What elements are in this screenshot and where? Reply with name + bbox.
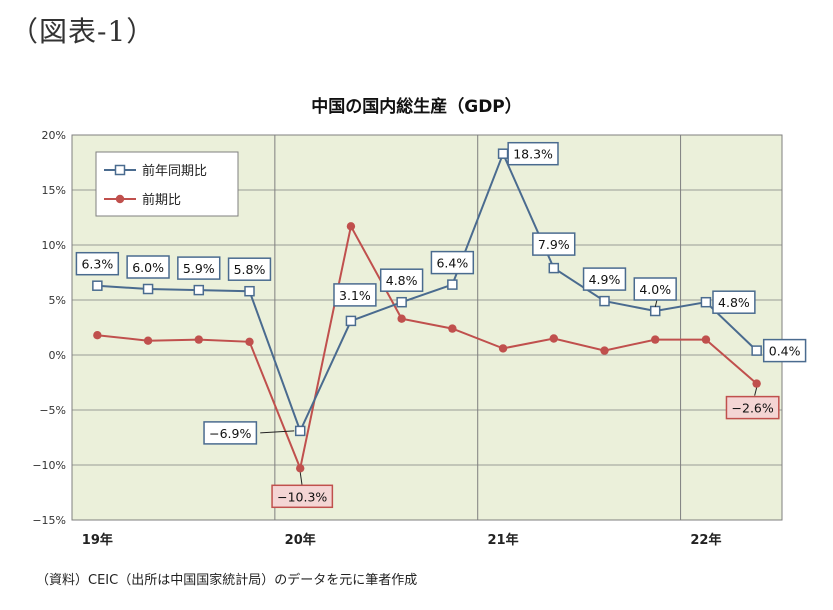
qoq-point	[143, 336, 153, 345]
yoy-point	[294, 425, 306, 437]
yoy-data-label	[126, 255, 170, 279]
qoq-point	[93, 331, 102, 340]
y-tick-label: 0%	[49, 349, 66, 362]
yoy-data-label-text: 4.0%	[639, 282, 671, 297]
qoq-data-label-text: −10.3%	[277, 489, 327, 504]
yoy-data-label	[762, 338, 807, 363]
yoy-data-label-text: 3.1%	[339, 288, 371, 303]
series-line-qoq	[97, 223, 758, 472]
yoy-point	[193, 284, 205, 296]
y-tick-label: −15%	[32, 514, 66, 527]
chart-title: 中国の国内総生産（GDP）	[311, 97, 522, 117]
x-year-label: 22年	[690, 532, 721, 548]
y-tick-label: 20%	[42, 129, 66, 142]
yoy-data-label	[430, 250, 475, 275]
qoq-point	[549, 334, 558, 343]
yoy-data-label	[177, 256, 221, 280]
qoq-point	[701, 335, 711, 344]
series-line-yoy	[97, 151, 758, 434]
yoy-data-label-text: 4.9%	[589, 272, 621, 287]
yoy-point	[649, 305, 661, 317]
x-year-label: 19年	[82, 532, 113, 548]
yoy-data-label-text: 18.3%	[513, 147, 553, 162]
qoq-data-label	[271, 484, 334, 509]
figure-label: （図表-1）	[10, 15, 156, 48]
qoq-point	[194, 335, 203, 344]
yoy-data-label-text: −6.9%	[209, 426, 251, 441]
qoq-point	[498, 344, 508, 353]
qoq-data-label	[725, 395, 780, 420]
source-note: （資料）CEIC（出所は中国国家統計局）のデータを元に筆者作成	[36, 573, 418, 588]
qoq-point	[296, 464, 305, 473]
yoy-data-label-text: 0.4%	[769, 344, 801, 359]
yoy-point	[244, 285, 255, 297]
qoq-data-label-text: −2.6%	[732, 401, 774, 416]
legend-marker-yoy	[114, 164, 126, 176]
y-tick-label: 5%	[49, 294, 66, 307]
yoy-point	[497, 148, 509, 159]
qoq-point	[448, 324, 457, 333]
yoy-point	[142, 283, 154, 295]
qoq-point	[245, 337, 254, 346]
yoy-data-label	[379, 268, 424, 292]
qoq-point	[752, 379, 761, 388]
yoy-data-label	[532, 232, 576, 256]
legend-label-yoy: 前年同期比	[142, 163, 207, 179]
yoy-data-label-text: 6.4%	[436, 256, 468, 271]
qoq-label-leader	[299, 472, 303, 487]
qoq-point	[651, 335, 660, 344]
yoy-data-label	[633, 277, 677, 301]
yoy-data-label	[582, 267, 627, 291]
x-year-label: 20年	[285, 532, 316, 548]
y-tick-label: 15%	[42, 184, 66, 197]
yoy-point	[700, 296, 712, 308]
yoy-point	[548, 262, 560, 274]
yoy-point	[396, 296, 407, 308]
qoq-point	[346, 222, 356, 231]
qoq-point	[600, 346, 609, 355]
legend-box	[95, 151, 239, 217]
y-tick-label: 10%	[42, 239, 66, 252]
yoy-data-label-text: 4.8%	[718, 295, 750, 310]
yoy-data-label	[227, 257, 272, 281]
yoy-point	[92, 280, 103, 291]
yoy-data-label-text: 5.9%	[183, 261, 215, 276]
x-year-label: 21年	[488, 532, 519, 548]
qoq-point	[397, 314, 406, 323]
legend-marker-qoq	[115, 194, 125, 204]
yoy-data-label	[203, 421, 258, 445]
yoy-data-label-text: 7.9%	[538, 237, 570, 252]
yoy-data-label	[507, 141, 559, 166]
yoy-label-leader	[260, 430, 295, 434]
yoy-data-label	[75, 251, 120, 276]
yoy-data-label-text: 6.3%	[81, 257, 113, 272]
yoy-data-label-text: 5.8%	[234, 262, 266, 277]
yoy-data-label	[333, 283, 377, 307]
y-tick-label: −10%	[32, 459, 66, 472]
qoq-label-leader	[754, 387, 758, 396]
yoy-point	[599, 295, 610, 307]
legend-label-qoq: 前期比	[142, 192, 181, 208]
yoy-data-label-text: 4.8%	[386, 273, 418, 288]
yoy-point	[751, 345, 762, 356]
yoy-data-label	[712, 290, 756, 314]
yoy-point	[345, 315, 357, 327]
y-tick-label: −5%	[39, 404, 66, 417]
yoy-point	[447, 279, 458, 290]
yoy-data-label-text: 6.0%	[132, 260, 164, 275]
